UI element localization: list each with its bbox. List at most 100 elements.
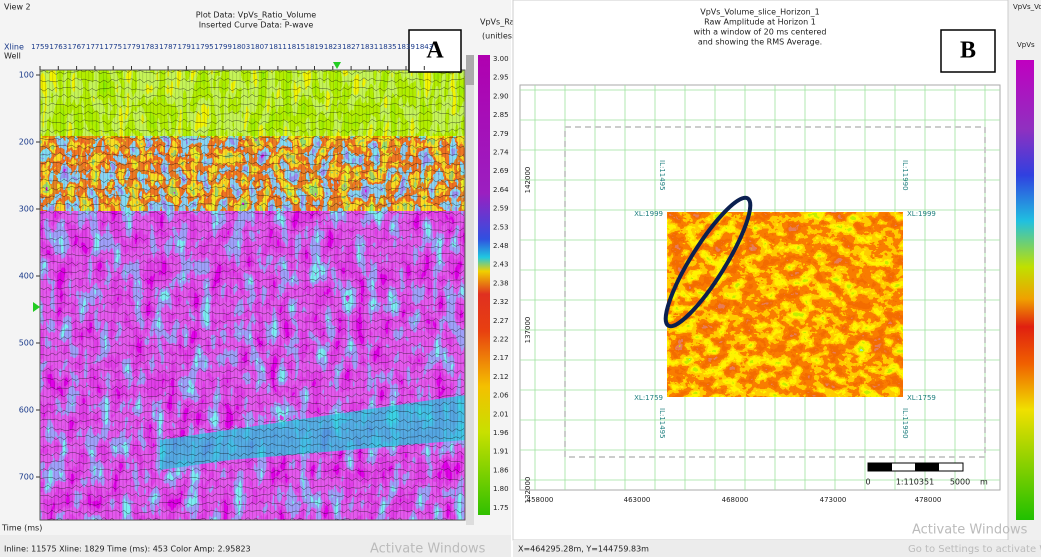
trace-line	[40, 85, 465, 92]
time-tick-label: 100	[19, 71, 34, 80]
trace-line	[40, 93, 465, 100]
trace-line	[347, 70, 351, 520]
trace-line	[40, 243, 465, 250]
trace-line	[448, 70, 451, 520]
trace-line	[40, 210, 465, 217]
trace-line	[85, 70, 88, 520]
time-tick-label: 300	[19, 205, 34, 214]
trace-line	[261, 70, 264, 520]
trace-line	[171, 70, 174, 520]
colorbar	[478, 55, 490, 515]
colorbar-tick-label: 2.53	[493, 223, 509, 231]
y-tick-label: 137000	[524, 317, 532, 344]
trace-line	[427, 70, 430, 520]
trace-line	[56, 70, 59, 520]
colorbar-tick-label: 2.12	[493, 373, 509, 381]
highlight-ellipse	[663, 195, 753, 329]
colorbar-tick-label: 1.91	[493, 448, 509, 456]
scrollbar	[466, 55, 474, 525]
xl-label: XL:1999	[907, 210, 936, 218]
xline-tick-label: 1759	[31, 43, 49, 51]
trace-line	[254, 70, 257, 520]
colorbar-tick-label: 2.43	[493, 261, 509, 269]
trace-line	[164, 70, 167, 520]
colorbar-tick-label: 2.90	[493, 92, 509, 100]
scroll-thumb[interactable]	[466, 55, 474, 85]
colorbar-title: VpVs_Ratio	[480, 18, 525, 27]
trace-line	[322, 70, 325, 520]
trace-line	[311, 70, 315, 520]
trace-line	[40, 467, 465, 474]
trace-line	[110, 70, 113, 520]
title: Plot Data: VpVs_Ratio_Volume	[196, 11, 317, 20]
trace-line	[142, 70, 145, 520]
colorbar-tick-label: 2.06	[493, 392, 509, 400]
xline-tick-label: 1763	[49, 43, 67, 51]
trace-line	[40, 226, 465, 233]
time-tick-label: 700	[19, 473, 34, 482]
trace-line	[369, 70, 372, 520]
trace-line	[41, 70, 45, 520]
trace-line	[103, 70, 106, 520]
trace-line	[178, 70, 181, 520]
xline-tick-label: 1795	[196, 43, 214, 51]
well-label: Well	[4, 52, 21, 61]
trace-line	[40, 268, 465, 275]
colorbar-tick-label: 2.17	[493, 354, 509, 362]
trace-line	[412, 70, 415, 520]
xline-tick-label: 1823	[324, 43, 342, 51]
trace-line	[113, 70, 117, 520]
xline-tick-label: 1843	[415, 43, 433, 51]
time-tick-label: 200	[19, 138, 34, 147]
trace-line	[40, 376, 465, 383]
trace-line	[283, 70, 286, 520]
trace-line	[40, 284, 465, 291]
xline-tick-label: 1767	[68, 43, 86, 51]
trace-line	[157, 70, 160, 520]
trace-line	[40, 500, 465, 507]
horizon-slice	[667, 212, 903, 397]
trace-line	[315, 70, 318, 520]
trace-line	[40, 492, 465, 499]
trace-line	[40, 193, 465, 200]
trace-line	[40, 417, 465, 424]
il-label: IL:11495	[658, 408, 666, 439]
trace-line	[236, 70, 239, 520]
trace-line	[128, 70, 131, 520]
trace-line	[124, 70, 127, 520]
trace-line	[139, 70, 142, 520]
trace-line	[88, 70, 91, 520]
trace-line	[40, 235, 465, 242]
trace-line	[117, 70, 120, 520]
trace-line	[207, 70, 210, 520]
trace-line	[218, 70, 221, 520]
xline-tick-label: 1799	[214, 43, 232, 51]
trace-line	[326, 70, 329, 520]
time-tick-label: 500	[19, 339, 34, 348]
trace-line	[40, 401, 465, 408]
badge: A	[426, 38, 444, 64]
trace-line	[268, 70, 271, 520]
colorbar-label: VpVs	[1017, 41, 1035, 49]
trace-line	[308, 70, 311, 520]
trace-line	[40, 367, 465, 374]
trace-line	[279, 70, 282, 520]
trace-line	[182, 70, 185, 520]
trace-line	[301, 70, 304, 520]
watermark: Activate Windows	[912, 523, 1028, 538]
seismic-section	[40, 70, 465, 520]
trace-line	[272, 70, 275, 520]
trace-line	[290, 70, 293, 520]
trace-line	[196, 70, 199, 520]
status-text: Inline: 11575 Xline: 1829 Time (ms): 453…	[4, 545, 251, 554]
time-label: Time (ms)	[1, 524, 42, 533]
trace-line	[340, 70, 343, 520]
trace-line	[376, 70, 379, 520]
x-tick-label: 473000	[820, 496, 847, 504]
trace-line	[293, 70, 297, 520]
trace-line	[40, 293, 465, 300]
colorbar-tick-label: 2.69	[493, 167, 509, 175]
trace-line	[297, 70, 300, 520]
scale-zero: 0	[865, 478, 870, 487]
